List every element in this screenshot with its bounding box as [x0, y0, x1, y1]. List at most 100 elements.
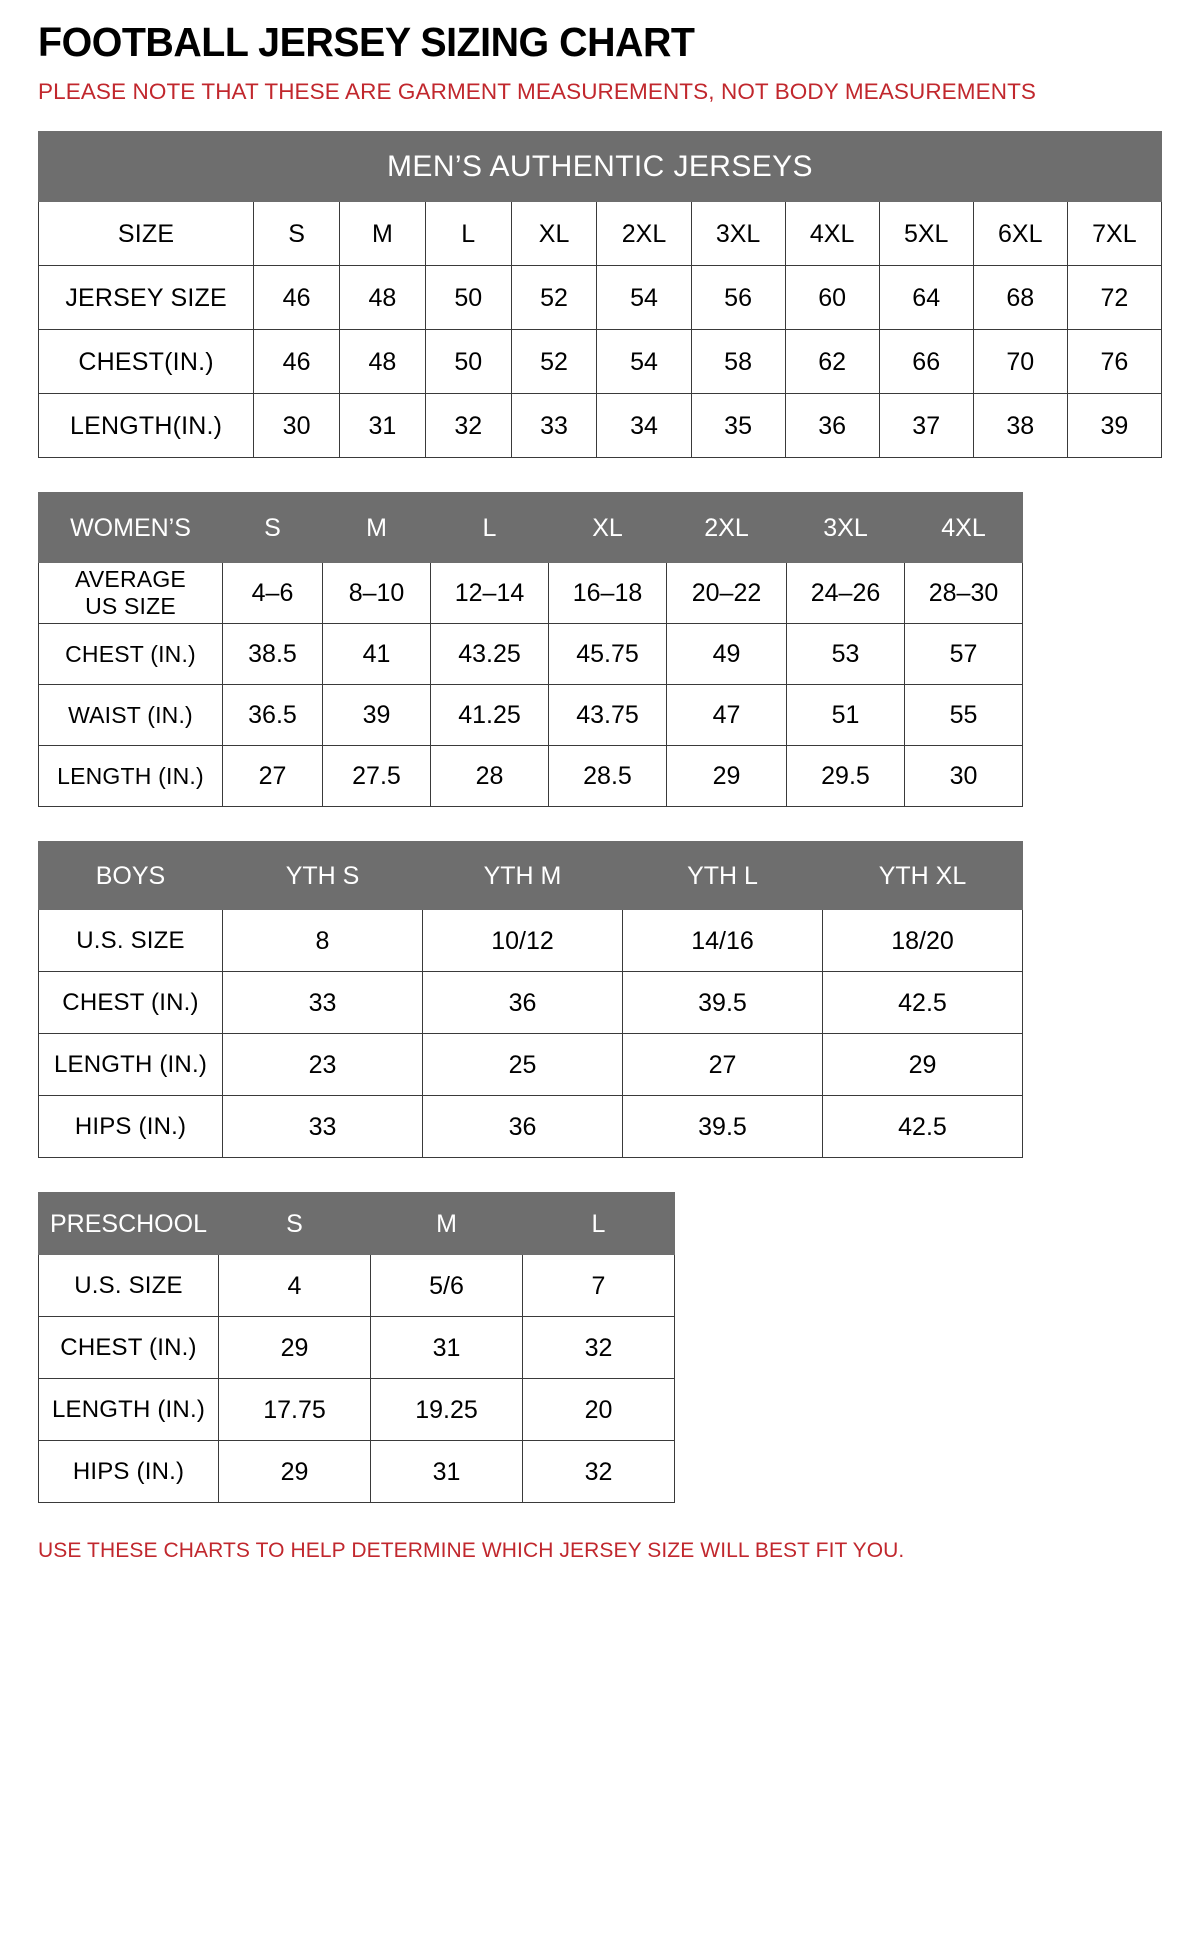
cell: 50 [424, 265, 512, 331]
cell: 76 [1066, 329, 1163, 395]
cell: 39.5 [622, 971, 823, 1035]
table-row: U.S. SIZE 4 5/6 7 [38, 1254, 675, 1318]
cell: 30 [904, 745, 1023, 808]
womens-size-m: M [322, 492, 431, 564]
womens-size-xl: XL [548, 492, 667, 564]
cell: 48 [339, 329, 426, 395]
cell: 33 [510, 393, 598, 459]
preschool-row-label-hips: HIPS (IN.) [38, 1440, 219, 1504]
cell: 43.75 [548, 684, 667, 747]
preschool-row-label-chest: CHEST (IN.) [38, 1316, 219, 1380]
cell: 24–26 [786, 562, 905, 625]
cell: 41.25 [430, 684, 549, 747]
cell: 56 [690, 265, 786, 331]
mens-row-label-chest: CHEST(IN.) [37, 329, 255, 395]
mens-banner: MEN’S AUTHENTIC JERSEYS [38, 131, 1162, 203]
preschool-row-label-us-size: U.S. SIZE [38, 1254, 219, 1318]
cell: 58 [690, 329, 786, 395]
table-row: CHEST (IN.) 38.5 41 43.25 45.75 49 53 57 [38, 623, 1023, 686]
mens-size-m: M [339, 201, 426, 267]
cell: 28 [430, 745, 549, 808]
cell: 25 [422, 1033, 623, 1097]
cell: 19.25 [370, 1378, 523, 1442]
boys-row-label-length: LENGTH (IN.) [38, 1033, 223, 1097]
page-title: FOOTBALL JERSEY SIZING CHART [38, 19, 695, 65]
womens-row-label-waist: WAIST (IN.) [38, 684, 223, 747]
womens-corner-label: WOMEN’S [38, 492, 223, 564]
cell: 31 [370, 1316, 523, 1380]
cell: 47 [666, 684, 787, 747]
cell: 23 [222, 1033, 423, 1097]
table-row: SIZE S M L XL 2XL 3XL 4XL 5XL 6XL 7XL [37, 201, 1163, 267]
preschool-size-m: M [370, 1192, 523, 1256]
cell: 54 [596, 265, 692, 331]
preschool-size-s: S [218, 1192, 371, 1256]
boys-sizing-table: BOYS YTH S YTH M YTH L YTH XL U.S. SIZE … [38, 841, 1023, 1159]
boys-size-yth-xl: YTH XL [822, 841, 1023, 911]
cell: 4 [218, 1254, 371, 1318]
cell: 28–30 [904, 562, 1023, 625]
cell: 46 [253, 265, 340, 331]
chart-footer-note: USE THESE CHARTS TO HELP DETERMINE WHICH… [38, 1539, 905, 1563]
cell: 42.5 [822, 971, 1023, 1035]
measurement-disclaimer: PLEASE NOTE THAT THESE ARE GARMENT MEASU… [38, 79, 1037, 104]
table-header-row: WOMEN’S S M L XL 2XL 3XL 4XL [38, 492, 1023, 564]
womens-row-label-length: LENGTH (IN.) [38, 745, 223, 808]
cell: 62 [784, 329, 880, 395]
cell: 12–14 [430, 562, 549, 625]
cell: 48 [339, 265, 426, 331]
womens-sizing-table: WOMEN’S S M L XL 2XL 3XL 4XL AVERAGE US … [38, 492, 1023, 808]
table-row: CHEST (IN.) 33 36 39.5 42.5 [38, 971, 1023, 1035]
table-row: JERSEY SIZE 46 48 50 52 54 56 60 64 68 7… [37, 265, 1163, 331]
cell: 72 [1066, 265, 1163, 331]
table-row: AVERAGE US SIZE 4–6 8–10 12–14 16–18 20–… [38, 562, 1023, 625]
label-line-1: AVERAGE [75, 566, 186, 593]
table-row: HIPS (IN.) 33 36 39.5 42.5 [38, 1095, 1023, 1159]
cell: 10/12 [422, 909, 623, 973]
cell: 45.75 [548, 623, 667, 686]
table-row: HIPS (IN.) 29 31 32 [38, 1440, 675, 1504]
cell: 8–10 [322, 562, 431, 625]
cell: 57 [904, 623, 1023, 686]
preschool-row-label-length: LENGTH (IN.) [38, 1378, 219, 1442]
mens-size-4xl: 4XL [784, 201, 880, 267]
womens-size-4xl: 4XL [904, 492, 1023, 564]
cell: 29.5 [786, 745, 905, 808]
womens-size-3xl: 3XL [786, 492, 905, 564]
label-line-2: US SIZE [85, 593, 176, 620]
boys-size-yth-s: YTH S [222, 841, 423, 911]
cell: 35 [690, 393, 786, 459]
cell: 29 [666, 745, 787, 808]
cell: 38.5 [222, 623, 323, 686]
cell: 51 [786, 684, 905, 747]
cell: 41 [322, 623, 431, 686]
cell: 18/20 [822, 909, 1023, 973]
boys-corner-label: BOYS [38, 841, 223, 911]
cell: 7 [522, 1254, 675, 1318]
cell: 29 [218, 1440, 371, 1504]
cell: 68 [972, 265, 1068, 331]
mens-size-s: S [253, 201, 340, 267]
boys-row-label-hips: HIPS (IN.) [38, 1095, 223, 1159]
table-row: LENGTH (IN.) 27 27.5 28 28.5 29 29.5 30 [38, 745, 1023, 808]
preschool-sizing-table: PRESCHOOL S M L U.S. SIZE 4 5/6 7 CHEST … [38, 1192, 675, 1504]
cell: 49 [666, 623, 787, 686]
womens-size-2xl: 2XL [666, 492, 787, 564]
table-row: WAIST (IN.) 36.5 39 41.25 43.75 47 51 55 [38, 684, 1023, 747]
cell: 20–22 [666, 562, 787, 625]
cell: 52 [510, 265, 598, 331]
mens-size-5xl: 5XL [878, 201, 974, 267]
table-banner-row: MEN’S AUTHENTIC JERSEYS [38, 131, 1162, 203]
mens-size-2xl: 2XL [596, 201, 692, 267]
table-header-row: BOYS YTH S YTH M YTH L YTH XL [38, 841, 1023, 911]
preschool-corner-label: PRESCHOOL [38, 1192, 219, 1256]
cell: 4–6 [222, 562, 323, 625]
cell: 28.5 [548, 745, 667, 808]
cell: 31 [370, 1440, 523, 1504]
cell: 38 [972, 393, 1068, 459]
mens-corner-label: SIZE [37, 201, 255, 267]
table-row: LENGTH(IN.) 30 31 32 33 34 35 36 37 38 3… [37, 393, 1163, 459]
cell: 39.5 [622, 1095, 823, 1159]
boys-row-label-chest: CHEST (IN.) [38, 971, 223, 1035]
cell: 17.75 [218, 1378, 371, 1442]
